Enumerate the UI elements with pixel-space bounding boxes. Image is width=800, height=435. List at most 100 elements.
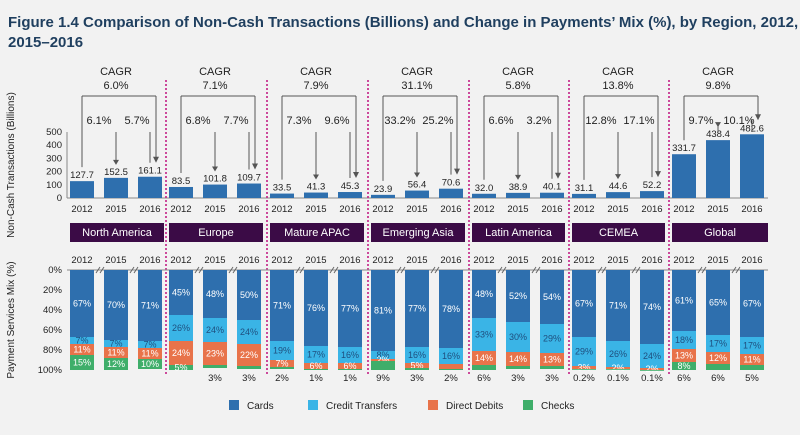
axis-break-mark	[95, 266, 105, 274]
bottom-year-label: 2012	[573, 255, 594, 266]
region-label-box	[672, 223, 768, 242]
mix-segment-label: 17%	[307, 350, 325, 360]
cagr-arrowhead	[113, 159, 119, 165]
mix-segment-checks	[70, 355, 94, 370]
bottom-chart: Payment Services Mix (%) 0% 20% 40% 60% 80% 10…	[6, 255, 768, 384]
mix-segment-credit	[270, 341, 294, 360]
bottom-year-label: 2012	[372, 255, 393, 266]
legend-swatch	[428, 400, 438, 410]
mix-segment-label: 77%	[341, 304, 359, 314]
legend-label: Direct Debits	[446, 401, 503, 412]
top-bar	[706, 140, 730, 198]
bottom-year-label: 2012	[673, 255, 694, 266]
bottom-year-label: 2012	[170, 255, 191, 266]
axis-break-mark	[430, 266, 440, 274]
mix-segment-label: 48%	[475, 289, 493, 299]
cagr-arrowhead	[454, 168, 460, 175]
top-year-label: 2016	[139, 204, 160, 215]
mix-segment-checks	[439, 369, 463, 370]
bottom-year-label: 2015	[507, 255, 528, 266]
top-bar	[506, 192, 530, 198]
top-bar-value-label: 56.4	[408, 180, 427, 191]
cagr-2012-2015-value: 9.7%	[688, 115, 713, 127]
cagr-2015-2016-value: 5.7%	[124, 115, 149, 127]
axis-break-mark	[329, 266, 339, 274]
mix-segment-checks	[640, 370, 664, 371]
mix-segment-checks	[138, 359, 162, 369]
top-year-label: 2015	[707, 204, 728, 215]
mix-segment-cards	[640, 270, 664, 344]
mix-segment-label: 67%	[73, 299, 91, 309]
top-y-tick-label: 300	[46, 153, 62, 164]
region-label: CEMEA	[599, 227, 639, 239]
bottom-y-tick-label: 40%	[43, 305, 63, 316]
top-year-label: 2015	[507, 204, 528, 215]
mix-segment-credit	[640, 344, 664, 368]
cagr-heading: CAGR	[100, 66, 132, 78]
mix-segment-label: 52%	[509, 291, 527, 301]
mix-segment-credit	[506, 322, 530, 352]
legend-swatch	[229, 400, 239, 410]
top-chart: Non-Cash Transactions (Billions) 0 100 200 3…	[6, 66, 768, 375]
bottom-year-label: 2016	[541, 255, 562, 266]
mix-segment-credit	[104, 340, 128, 347]
mix-segment-credit	[169, 315, 193, 341]
mix-segment-label: 5%	[410, 361, 423, 371]
mix-segment-label: 50%	[240, 290, 258, 300]
cagr-arrowhead	[153, 156, 159, 163]
cagr-2015-2016-value: 9.6%	[324, 115, 349, 127]
region-label: North America	[82, 227, 153, 239]
mix-segment-label: 13%	[675, 351, 693, 361]
region-label-box	[572, 223, 665, 242]
mix-segment-label: 7%	[109, 339, 122, 349]
bottom-year-label: 2016	[641, 255, 662, 266]
top-y-tick-label: 500	[46, 127, 62, 138]
axis-break-mark	[597, 266, 607, 274]
mix-segment-cards	[371, 270, 395, 351]
mix-segment-label: 6%	[343, 361, 356, 371]
mix-segment-label: 13%	[543, 355, 561, 365]
mix-segment-credit	[572, 337, 596, 366]
mix-segment-credit	[606, 341, 630, 367]
top-bar	[304, 192, 328, 198]
region-label-box	[472, 223, 565, 242]
mix-segment-label: 17%	[709, 339, 727, 349]
region-label: Europe	[198, 227, 233, 239]
mix-segment-direct	[672, 349, 696, 362]
cagr-arrowhead	[353, 172, 359, 179]
top-y-tick-label: 0	[57, 193, 62, 204]
mix-below-label: 6%	[477, 373, 491, 384]
top-year-label: 2016	[641, 204, 662, 215]
top-year-label: 2012	[573, 204, 594, 215]
top-bar	[270, 193, 294, 198]
top-bar-value-label: 52.2	[643, 180, 662, 191]
mix-segment-label: 14%	[475, 353, 493, 363]
top-bar	[606, 192, 630, 198]
mix-segment-label: 24%	[172, 348, 190, 358]
mix-segment-direct	[472, 351, 496, 365]
mix-segment-credit	[672, 331, 696, 349]
top-y-tick-label: 100	[46, 180, 62, 191]
cagr-overall-value: 7.9%	[303, 80, 328, 92]
axis-break-mark	[531, 266, 541, 274]
mix-below-label: 2%	[275, 373, 289, 384]
mix-segment-label: 81%	[374, 306, 392, 316]
mix-segment-label: 71%	[141, 301, 159, 311]
top-bar	[472, 193, 496, 198]
top-bar-value-label: 83.5	[172, 176, 191, 187]
bottom-y-axis-title: Payment Services Mix (%)	[6, 261, 17, 378]
region-label-box	[270, 223, 364, 242]
mix-segment-cards	[472, 270, 496, 318]
legend-label: Credit Transfers	[326, 401, 397, 412]
bottom-year-label: 2016	[238, 255, 259, 266]
mix-segment-label: 65%	[709, 298, 727, 308]
mix-segment-direct	[640, 368, 664, 370]
cagr-overall-value: 13.8%	[602, 80, 633, 92]
bottom-year-label: 2016	[440, 255, 461, 266]
cagr-heading: CAGR	[401, 66, 433, 78]
mix-segment-cards	[138, 270, 162, 341]
cagr-arrowhead	[252, 163, 258, 170]
mix-segment-cards	[506, 270, 530, 322]
mix-segment-label: 5%	[174, 363, 187, 373]
